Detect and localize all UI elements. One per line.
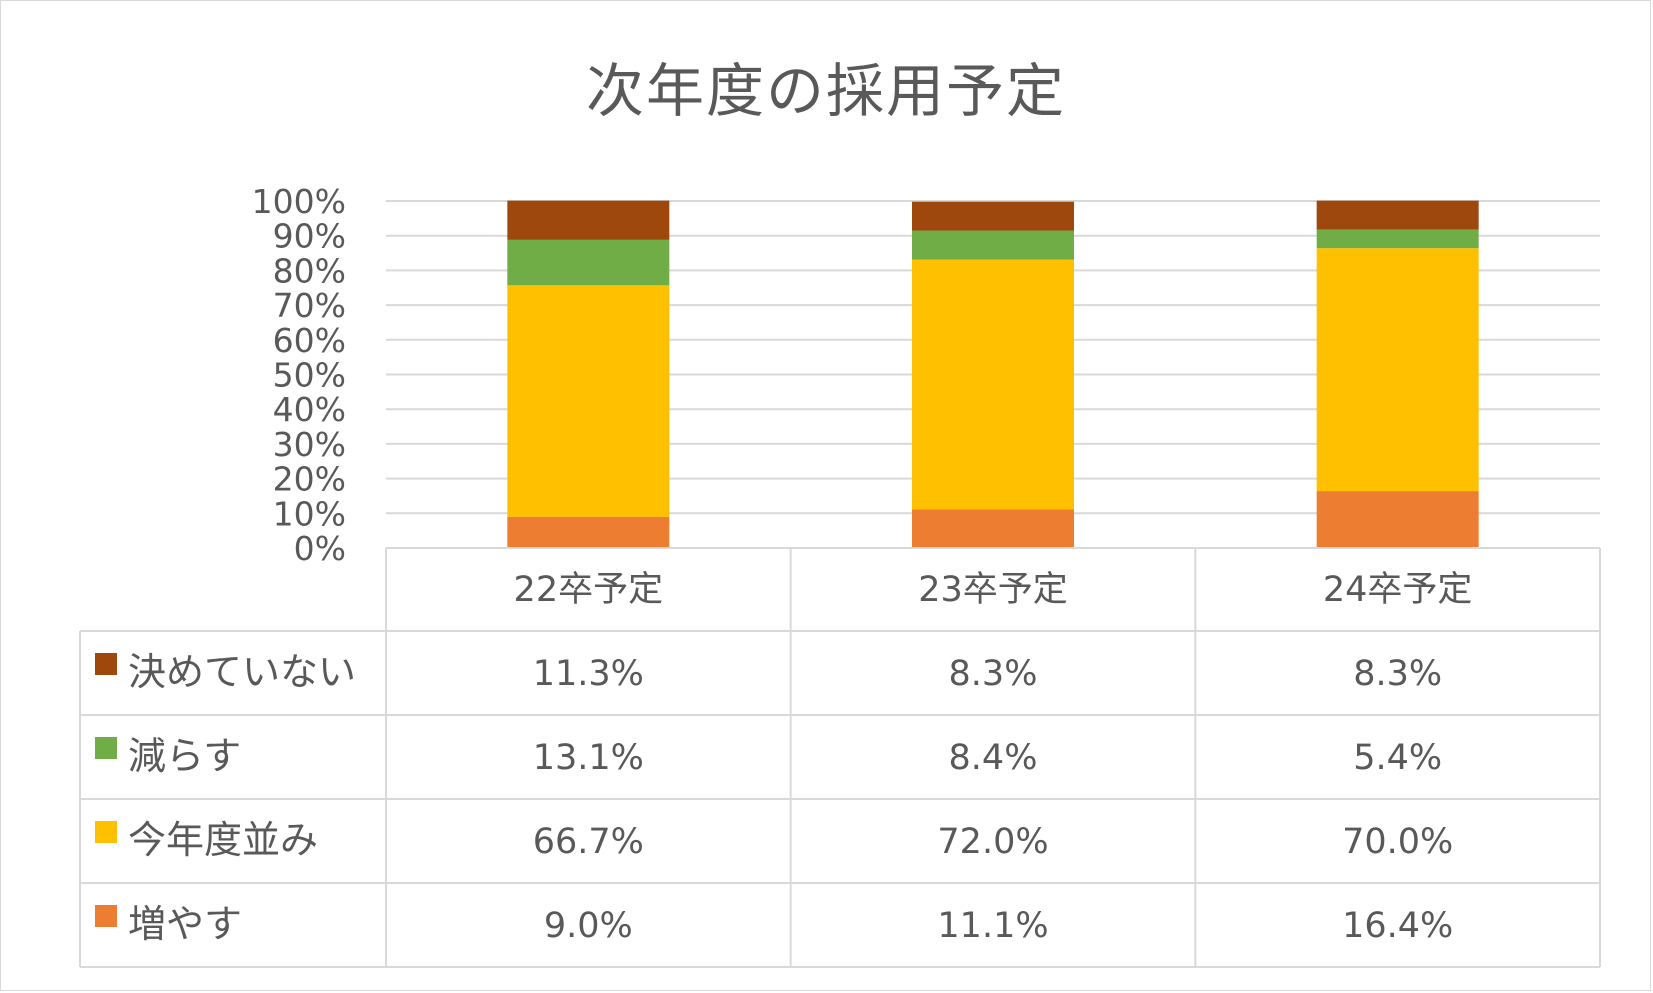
data-label: 70.0% bbox=[1342, 822, 1453, 862]
legend-label: 減らす bbox=[128, 734, 241, 778]
data-label: 8.3% bbox=[1353, 654, 1442, 694]
bar-segment bbox=[507, 516, 670, 548]
bar-segment bbox=[912, 259, 1074, 510]
bar-segment bbox=[507, 285, 670, 517]
y-tick-label: 80% bbox=[273, 251, 346, 290]
data-label: 8.3% bbox=[949, 654, 1038, 694]
data-label: 66.7% bbox=[533, 822, 644, 862]
category-label: 22卒予定 bbox=[514, 570, 664, 610]
y-tick-label: 100% bbox=[252, 182, 346, 221]
bar-segment bbox=[912, 509, 1074, 548]
y-axis-ticks: 0%10%20%30%40%50%60%70%80%90%100% bbox=[252, 182, 346, 568]
category-label: 24卒予定 bbox=[1323, 570, 1473, 610]
y-tick-label: 20% bbox=[273, 460, 346, 499]
data-label: 11.1% bbox=[937, 906, 1048, 946]
chart-title: 次年度の採用予定 bbox=[586, 57, 1066, 125]
y-tick-label: 10% bbox=[273, 494, 346, 533]
bar-segment bbox=[1316, 248, 1479, 492]
y-tick-label: 60% bbox=[273, 321, 346, 360]
y-tick-label: 90% bbox=[273, 217, 346, 256]
y-tick-label: 0% bbox=[294, 529, 346, 568]
bar-segment bbox=[1316, 229, 1479, 249]
data-label: 13.1% bbox=[533, 738, 644, 778]
legend-key bbox=[95, 905, 117, 927]
bar-segment bbox=[507, 200, 670, 240]
data-label: 9.0% bbox=[544, 906, 633, 946]
data-label: 5.4% bbox=[1353, 738, 1442, 778]
bar-segment bbox=[1316, 491, 1479, 548]
category-label: 23卒予定 bbox=[918, 570, 1068, 610]
legend-key bbox=[95, 821, 117, 843]
bar-segment bbox=[912, 230, 1074, 260]
bar-segment bbox=[1316, 200, 1479, 230]
bar-segment bbox=[912, 201, 1074, 231]
y-tick-label: 70% bbox=[273, 286, 346, 325]
y-tick-label: 40% bbox=[273, 390, 346, 429]
y-tick-label: 30% bbox=[273, 425, 346, 464]
legend-key bbox=[95, 653, 117, 675]
data-label: 16.4% bbox=[1342, 906, 1453, 946]
bar-segment bbox=[507, 239, 670, 286]
y-tick-label: 50% bbox=[273, 356, 346, 395]
legend-label: 増やす bbox=[128, 902, 242, 946]
data-label: 72.0% bbox=[937, 822, 1048, 862]
data-label: 11.3% bbox=[533, 654, 644, 694]
legend-key bbox=[95, 737, 117, 759]
bars bbox=[507, 200, 1479, 548]
data-label: 8.4% bbox=[949, 738, 1038, 778]
legend-label: 決めていない bbox=[128, 650, 356, 694]
legend-label: 今年度並み bbox=[128, 818, 318, 862]
